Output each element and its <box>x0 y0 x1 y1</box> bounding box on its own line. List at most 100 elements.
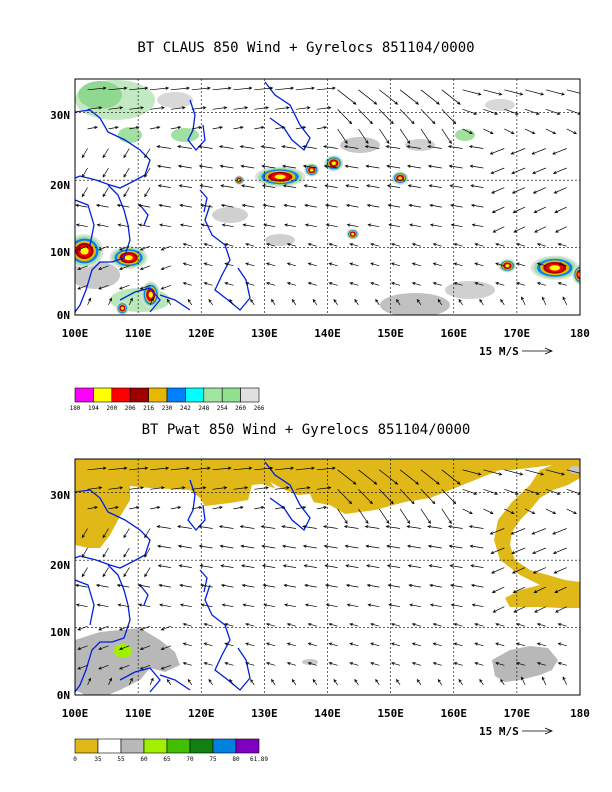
wind-vector <box>427 525 442 529</box>
wind-vector <box>387 583 401 588</box>
wind-vector <box>490 547 505 554</box>
wind-vector <box>108 86 128 91</box>
wind-vector <box>354 678 359 686</box>
wind-vector <box>325 603 338 608</box>
wind-vector <box>337 128 348 144</box>
wind-vector <box>545 89 565 96</box>
wind-vector <box>448 544 463 549</box>
colorbar-swatch <box>93 387 113 403</box>
wind-vector <box>396 678 401 686</box>
taiwan-coastline <box>199 569 208 593</box>
wind-vector <box>524 488 540 495</box>
wind-vector <box>156 145 171 149</box>
wind-vector <box>138 603 151 608</box>
wind-vector <box>129 86 149 91</box>
wind-vector <box>87 106 103 110</box>
wind-vector <box>123 528 130 539</box>
wind-vector <box>284 223 296 228</box>
wind-vector <box>324 564 338 568</box>
wind-vector <box>98 245 109 251</box>
wind-vector <box>137 583 151 588</box>
wind-vector <box>545 488 561 495</box>
wind-vector <box>328 262 338 267</box>
wind-vector <box>307 262 317 267</box>
wind-vector <box>468 145 484 149</box>
wind-vector <box>328 662 338 666</box>
colorbar-label: 75 <box>209 756 217 763</box>
wind-vector <box>399 109 415 125</box>
wind-vector <box>552 528 567 535</box>
wind-vector <box>366 583 380 588</box>
wind-vector <box>282 184 296 188</box>
pwat-moist-gap <box>270 482 315 510</box>
wind-vector <box>450 203 463 208</box>
wind-vector <box>87 125 98 130</box>
wind-vector <box>512 206 526 213</box>
x-tick-label: 120E <box>188 327 215 340</box>
wind-vector <box>139 245 151 251</box>
wind-vector <box>241 583 255 588</box>
indochina-coastline <box>75 184 131 313</box>
wind-vector <box>275 106 290 110</box>
wind-vector <box>474 662 484 666</box>
wind-vector <box>557 622 567 627</box>
colorbar-swatch <box>212 738 237 754</box>
x-tick-label: 180 <box>570 707 590 720</box>
wind-vector <box>221 223 234 228</box>
wind-vector <box>118 284 130 290</box>
wind-vector <box>365 544 380 549</box>
wind-vector <box>407 564 421 568</box>
wind-vector <box>462 469 482 476</box>
wind-vector <box>367 223 380 228</box>
x-tick-label: 110E <box>125 707 152 720</box>
wind-vector <box>337 109 353 125</box>
x-tick-label: 150E <box>377 327 404 340</box>
wind-vector <box>262 203 276 208</box>
wind-vector <box>312 298 318 306</box>
wind-vector <box>291 298 297 306</box>
wind-vector <box>138 223 151 228</box>
wind-vector <box>390 242 401 247</box>
wind-vector <box>370 282 380 286</box>
convection-blob-ring <box>331 161 336 166</box>
claus-panel: 30N 20N 10N 0N 100E 110E 120E 130E 140E 150E 1… <box>50 78 590 412</box>
wind-vector <box>286 622 296 627</box>
wind-vector <box>275 466 295 471</box>
wind-vector <box>399 89 420 105</box>
wind-vector <box>245 282 255 286</box>
wind-vector <box>474 242 484 247</box>
wind-vector <box>409 223 421 228</box>
wind-vector <box>139 284 151 290</box>
claus-ref-vector-head <box>544 347 554 355</box>
wind-vector <box>157 184 171 188</box>
claus-chart-title: BT CLAUS 850 Wind + Gyrelocs 851104/0000 <box>137 40 475 56</box>
wind-vector <box>245 622 255 627</box>
wind-vector <box>366 564 380 568</box>
pwat-moist-patch-west <box>75 628 180 695</box>
wind-vector <box>218 525 234 529</box>
wind-vector <box>325 203 338 208</box>
wind-vector <box>566 488 580 495</box>
x-tick-label: 150E <box>377 707 404 720</box>
wind-vector <box>346 603 359 608</box>
wind-vector <box>123 167 130 178</box>
wind-vector <box>408 203 421 208</box>
wind-vector <box>198 145 213 149</box>
china-coastline <box>75 109 151 189</box>
wind-vector <box>98 625 109 631</box>
claus-y-tick-20n: 20N <box>50 179 70 192</box>
wind-vector <box>453 262 463 267</box>
wind-vector <box>254 505 265 510</box>
wind-vector <box>358 508 369 524</box>
wind-vector <box>511 547 526 554</box>
wind-vector <box>557 242 567 247</box>
wind-vector <box>552 148 567 155</box>
wind-vector <box>441 469 461 485</box>
wind-vector <box>179 583 192 588</box>
wind-vector <box>428 564 442 568</box>
colorbar-swatch <box>221 387 241 403</box>
wind-vector <box>483 108 499 115</box>
wind-vector <box>118 645 130 651</box>
claus-x-ticks: 100E 110E 120E 130E 140E 150E 160E 170E 180 <box>62 327 590 340</box>
wind-vector <box>515 242 526 247</box>
